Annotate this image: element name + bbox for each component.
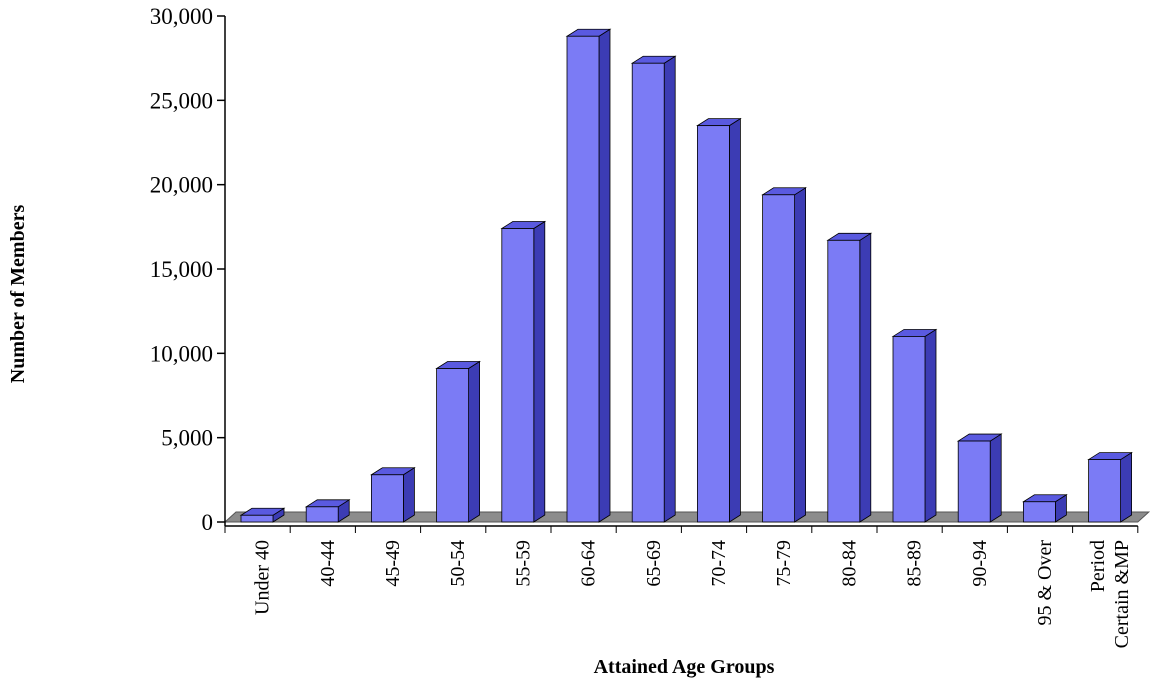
bar-front [436,368,470,523]
x-category-label: 60-64 [578,540,600,587]
bar-side [468,360,481,523]
x-category-label: 65-69 [643,540,665,587]
bar-front [827,239,861,523]
bar [1022,494,1068,523]
x-category-label: 80-84 [838,540,860,587]
x-category-label: Period [1087,540,1109,592]
y-tick-label: 30,000 [150,4,213,29]
x-category-label: 70-74 [708,540,730,587]
x-category-label: 40-44 [317,540,339,587]
x-category-label: 90-94 [969,540,991,587]
bar-side [989,433,1002,523]
bar-front [1088,459,1121,523]
bar [630,55,677,523]
bar-side [533,220,546,523]
bar-front [240,514,274,523]
bar [956,433,1003,523]
x-category-label: 75-79 [773,540,795,587]
x-category-label: 55-59 [512,540,534,587]
bar [696,117,742,523]
y-tick-label: 5,000 [161,426,213,451]
bar [565,28,612,523]
bar-front [566,35,600,523]
x-category-label: 45-49 [382,540,404,587]
chart-floor [223,511,1151,523]
y-tick-label: 10,000 [150,341,213,366]
x-category-labels: Under 40 40-44 45-49 50-54 55-59 60-64 65-69 70… [252,540,1134,649]
bar-side [1120,451,1132,523]
y-tick-label: 15,000 [150,257,213,282]
axes [217,15,1139,533]
y-tick-labels: 0 5,000 10,000 15,000 20,000 25,000 30,000 [150,4,213,535]
x-category-label: 85-89 [904,540,926,587]
x-axis-title: Attained Age Groups [594,656,775,678]
y-tick-label: 25,000 [150,88,213,113]
bar [304,499,351,523]
bar [239,507,286,523]
bar-side [598,28,611,523]
bar-front [762,194,795,523]
y-tick-label: 20,000 [150,173,213,198]
bar [826,232,873,523]
bar-front [892,336,926,523]
y-tick-label: 0 [202,510,214,535]
x-category-label: Under 40 [252,540,274,615]
bar-side [924,328,937,523]
x-category-label: 50-54 [447,540,469,587]
bar-side [794,187,806,523]
bar-side [729,117,741,523]
bar-front [305,506,339,523]
bar [891,328,938,523]
bar-front [370,474,404,523]
bar-side [663,55,676,523]
bars [239,28,1133,523]
bar-front [957,440,991,523]
bar [370,467,416,523]
bar-side [402,467,415,523]
floor-plane [223,511,1151,523]
bar-front [697,125,730,523]
bar [761,187,807,523]
bar [435,360,481,523]
bar [500,220,547,523]
bar-front [501,228,535,523]
y-axis-title: Number of Members [7,205,29,384]
x-category-label: 95 & Over [1034,540,1056,626]
bar-side [859,232,872,523]
bar-front [1023,501,1056,523]
bar-front [631,62,665,523]
bar [1087,451,1133,523]
x-category-label: Certain &MP [1111,540,1133,648]
